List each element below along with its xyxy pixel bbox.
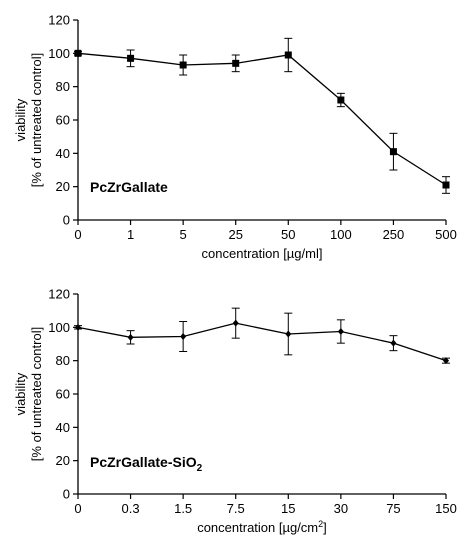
y-axis-label-line1: viability [13,372,28,415]
panel-label: PcZrGallate-SiO2 [90,454,203,474]
data-point [232,59,240,67]
data-point [284,51,292,59]
x-axis-label: concentration [µg/cm2] [197,519,327,535]
y-tick-label: 120 [48,13,70,28]
data-point [75,323,81,331]
y-axis-label-line1: viability [13,98,28,141]
data-point [337,328,344,335]
data-point [442,181,450,189]
y-tick-label: 100 [48,320,70,335]
data-point [390,339,397,347]
y-tick-label: 0 [63,213,70,228]
y-axis-label-line2: [% of untreated control] [29,53,44,187]
data-point [232,319,239,327]
x-tick-label: 0 [74,501,81,516]
data-point [337,96,345,104]
x-tick-label: 0 [74,227,81,242]
data-point [285,330,292,338]
y-tick-label: 80 [56,353,70,368]
x-tick-label: 30 [334,501,348,516]
data-point [127,333,134,341]
data-point [389,148,397,156]
data-point [127,54,135,62]
x-tick-label: 7.5 [227,501,245,516]
y-tick-label: 80 [56,79,70,94]
x-tick-label: 1.5 [174,501,192,516]
x-tick-label: 15 [281,501,295,516]
panel-label-subscript: 2 [197,463,203,474]
x-tick-label: 1 [127,227,134,242]
x-tick-label: 75 [386,501,400,516]
chart-panel-top: PcZrGallate concentration [µg/ml] viabil… [13,13,457,262]
panel-label: PcZrGallate [90,179,168,195]
x-axis-label-end: ] [323,520,327,535]
y-tick-label: 40 [56,420,70,435]
x-tick-label: 150 [435,501,457,516]
y-tick-label: 0 [63,487,70,502]
y-axis-label-line2: [% of untreated control] [29,327,44,461]
x-tick-label: 500 [435,227,457,242]
x-tick-label: 50 [281,227,295,242]
series-line [77,322,447,362]
y-tick-label: 60 [56,113,70,128]
x-tick-label: 25 [228,227,242,242]
y-tick-label: 60 [56,387,70,402]
x-axis-label-main: concentration [µg/cm [197,520,318,535]
x-tick-label: 0.3 [122,501,140,516]
y-tick-label: 40 [56,146,70,161]
data-point [443,357,449,365]
x-axis-label-superscript: 2 [318,519,323,529]
data-point [179,61,187,69]
data-point [180,333,187,340]
y-tick-label: 20 [56,179,70,194]
data-point [74,49,82,57]
x-axis-label: concentration [µg/ml] [202,246,323,261]
y-tick-label: 100 [48,46,70,61]
x-tick-label: 5 [180,227,187,242]
panel-label-main: PcZrGallate-SiO [90,454,197,470]
x-tick-label: 100 [330,227,352,242]
y-tick-label: 120 [48,287,70,302]
series-line [77,52,447,186]
chart-panel-bottom: PcZrGallate-SiO2 concentration [µg/cm2] … [13,287,457,536]
x-tick-label: 250 [383,227,405,242]
y-tick-label: 20 [56,453,70,468]
